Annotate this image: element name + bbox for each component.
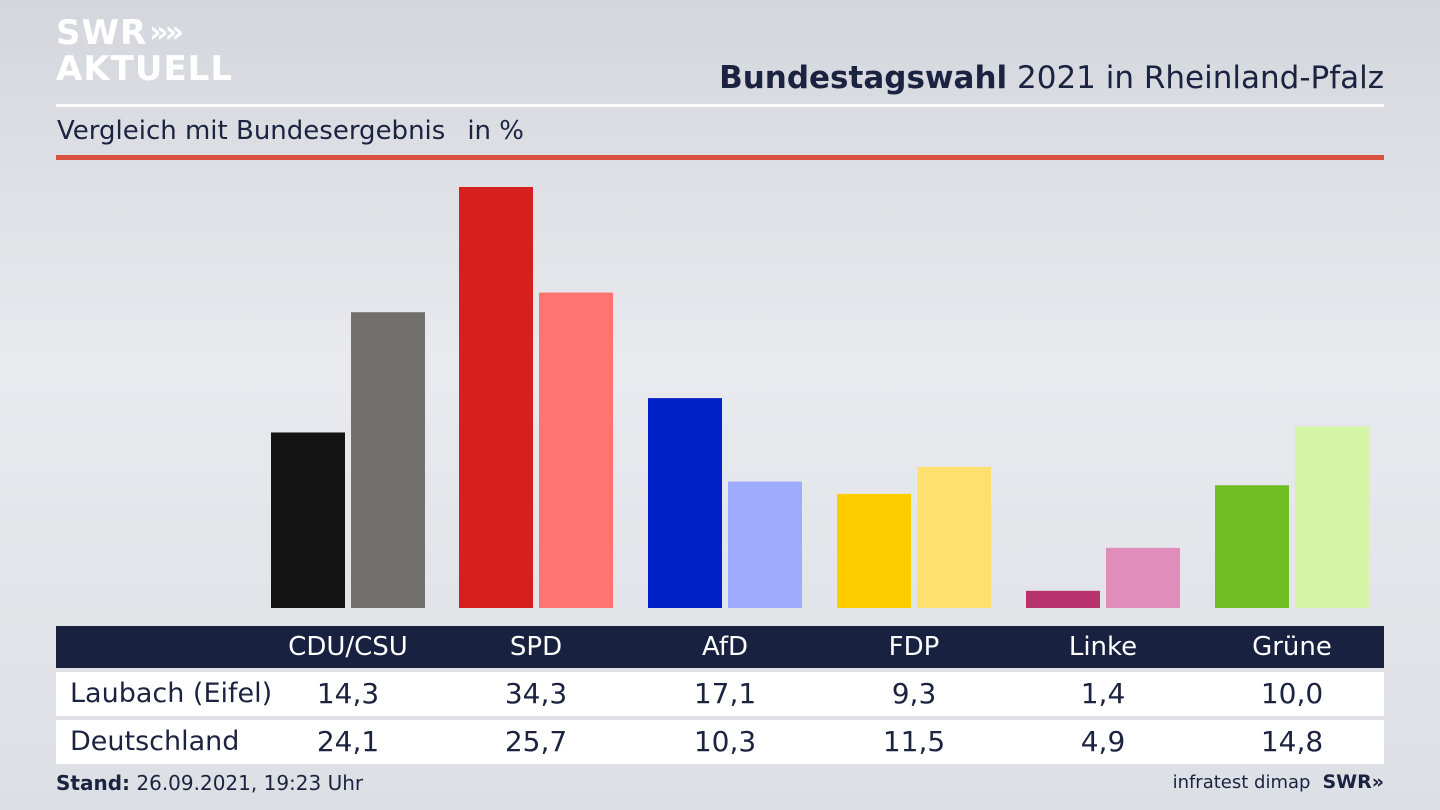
- bar-gr-ne-deutschland: [1295, 426, 1369, 608]
- source-text: infratest dimap: [1172, 771, 1311, 793]
- value-deutschland-cdu-csu: 24,1: [316, 725, 380, 758]
- value-deutschland-spd: 25,7: [504, 725, 568, 758]
- row-label-laubach: Laubach (Eifel): [70, 678, 273, 709]
- value-laubach-cdu-csu: 14,3: [316, 677, 380, 710]
- swr-brand-logo: SWR»: [1322, 771, 1384, 793]
- row-label-deutschland: Deutschland: [70, 726, 240, 757]
- value-laubach-spd: 34,3: [504, 677, 568, 710]
- source-credit: infratest dimap SWR»: [1173, 771, 1384, 793]
- value-deutschland-gr-ne: 14,8: [1260, 725, 1324, 758]
- chart-subtitle: Vergleich mit Bundesergebnis in %: [57, 116, 524, 146]
- column-header-afd: AfD: [701, 632, 749, 662]
- header-divider: [56, 104, 1384, 107]
- subtitle-text: Vergleich mit Bundesergebnis: [57, 116, 446, 146]
- results-table: CDU/CSU SPD AfD FDP Linke Grüne Laubach (Eife…: [56, 626, 1384, 764]
- bar-afd-laubach: [648, 398, 722, 608]
- value-laubach-linke: 1,4: [1080, 677, 1126, 710]
- bar-linke-deutschland: [1106, 547, 1180, 608]
- stand-label: Stand:: [56, 771, 131, 795]
- bar-fdp-deutschland: [917, 466, 991, 608]
- bar-fdp-laubach: [837, 493, 911, 608]
- value-deutschland-fdp: 11,5: [882, 725, 946, 758]
- column-header-spd: SPD: [509, 632, 563, 662]
- table-row-laubach: Laubach (Eifel) 14,3 34,3 17,1 9,3 1,4 10,0: [56, 672, 1384, 716]
- stand-value: 26.09.2021, 19:23 Uhr: [130, 771, 364, 795]
- swr-aktuell-logo: SWR»» AKTUELL: [56, 16, 233, 86]
- value-laubach-gr-ne: 10,0: [1260, 677, 1324, 710]
- value-deutschland-afd: 10,3: [693, 725, 757, 758]
- unit-label: in %: [467, 116, 524, 146]
- bar-cdu-csu-laubach: [271, 432, 345, 608]
- bar-linke-laubach: [1026, 590, 1100, 608]
- column-header-fdp: FDP: [888, 632, 940, 662]
- column-header-linke: Linke: [1068, 632, 1138, 662]
- timestamp: Stand: 26.09.2021, 19:23 Uhr: [56, 771, 363, 795]
- bar-gr-ne-laubach: [1215, 485, 1289, 608]
- subtitle-divider: [56, 155, 1384, 160]
- title-bold: Bundestagswahl: [719, 60, 1008, 96]
- logo-swr-text: SWR: [56, 13, 148, 53]
- bar-afd-deutschland: [728, 481, 802, 608]
- title-rest: 2021 in Rheinland-Pfalz: [1007, 60, 1384, 96]
- column-header-gr-ne: Grüne: [1252, 632, 1332, 662]
- table-row-deutschland: Deutschland 24,1 25,7 10,3 11,5 4,9 14,8: [56, 720, 1384, 764]
- bar-spd-deutschland: [539, 292, 613, 608]
- value-deutschland-linke: 4,9: [1080, 725, 1126, 758]
- chart-title: Bundestagswahl 2021 in Rheinland-Pfalz: [719, 60, 1384, 96]
- table-header: CDU/CSU SPD AfD FDP Linke Grüne: [56, 626, 1384, 668]
- column-header-cdu-csu: CDU/CSU: [288, 632, 408, 662]
- bar-spd-laubach: [459, 187, 533, 608]
- value-laubach-fdp: 9,3: [891, 677, 937, 710]
- logo-aktuell-text: AKTUELL: [56, 49, 234, 89]
- value-laubach-afd: 17,1: [693, 677, 757, 710]
- bar-cdu-csu-deutschland: [351, 312, 425, 608]
